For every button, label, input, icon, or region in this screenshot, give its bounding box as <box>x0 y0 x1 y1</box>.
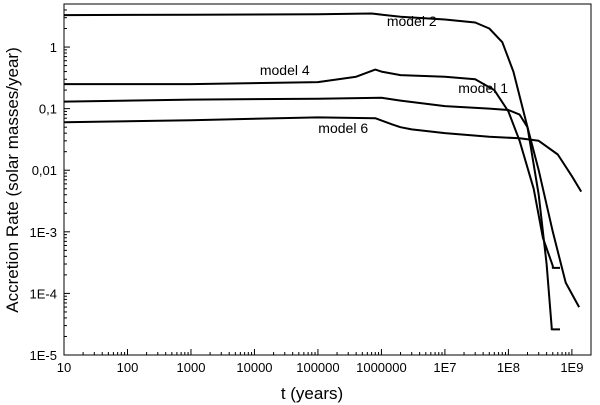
series-label: model 1 <box>458 80 508 96</box>
x-tick-label: 10000 <box>236 360 272 375</box>
x-tick-label: 1000000 <box>356 360 407 375</box>
series-line-model-4 <box>64 68 560 269</box>
y-tick-label: 0,1 <box>39 102 57 117</box>
y-tick-label: 0,01 <box>32 163 57 178</box>
series-labels: model 2 model 4 model 1 model 6 <box>260 13 508 136</box>
y-tick-label: 1E-3 <box>30 225 57 240</box>
x-tick-label: 10 <box>57 360 71 375</box>
x-tick-label: 1E9 <box>560 360 583 375</box>
y-tick-label: 1E-4 <box>30 286 57 301</box>
series-label: model 4 <box>260 62 310 78</box>
x-tick-label: 100000 <box>296 360 339 375</box>
series-label: model 6 <box>318 120 368 136</box>
plot-frame <box>63 3 592 356</box>
y-tick-label: 1 <box>50 40 57 55</box>
x-tick-label: 100 <box>117 360 139 375</box>
series-line-model-1 <box>63 96 580 308</box>
x-tick-label: 1E8 <box>497 360 520 375</box>
series-line-model-2 <box>63 12 560 331</box>
x-tick-label: 1E7 <box>433 360 456 375</box>
x-axis-title: t (years) <box>281 384 343 403</box>
series-line-model-6 <box>63 116 583 193</box>
y-tick-label: 1E-5 <box>30 348 57 363</box>
y-axis-ticks: 1 0,1 0,01 1E-3 1E-4 1E-5 <box>30 3 70 363</box>
series-label: model 2 <box>387 13 437 29</box>
y-axis-title: Accretion Rate (solar masses/year) <box>3 47 22 312</box>
x-axis-ticks: 10 100 1000 10000 100000 1000000 1E7 1E8 1E9 <box>57 349 592 375</box>
series-lines <box>63 12 583 331</box>
x-tick-label: 1000 <box>177 360 206 375</box>
